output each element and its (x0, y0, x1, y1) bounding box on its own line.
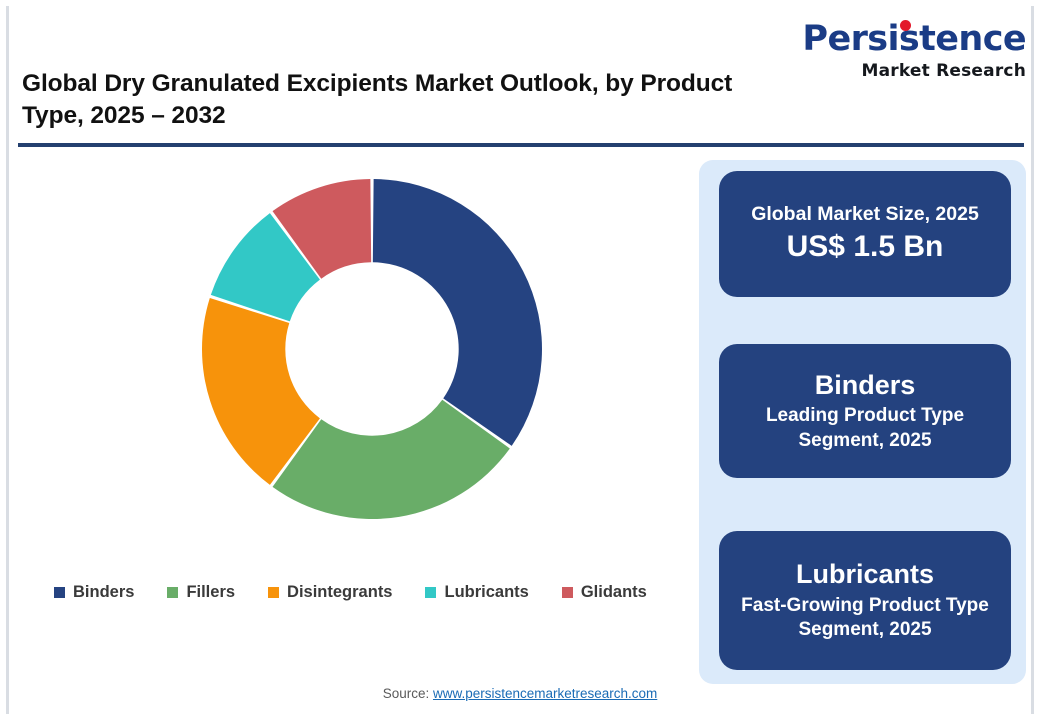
market-size-caption: Global Market Size, 2025 (751, 202, 979, 225)
legend-item-fillers[interactable]: Fillers (167, 583, 235, 602)
title-divider (18, 143, 1024, 147)
legend-swatch-icon (561, 587, 573, 598)
legend-item-binders[interactable]: Binders (54, 583, 134, 602)
frame-right-border (1031, 6, 1034, 714)
legend-label: Binders (73, 583, 135, 601)
legend-swatch-icon (268, 587, 280, 598)
logo-accent-dot-icon (900, 20, 912, 31)
highlight-card-market-size: Global Market Size, 2025 US$ 1.5 Bn (719, 171, 1011, 297)
market-size-value: US$ 1.5 Bn (786, 229, 944, 263)
chart-legend: Binders Fillers Disintegrants Lubricants… (54, 583, 647, 602)
donut-chart (186, 163, 558, 535)
fastest-segment-label: Fast-Growing Product Type Segment, 2025 (741, 594, 1000, 641)
leading-segment-label: Leading Product Type Segment, 2025 (765, 405, 970, 451)
frame-left-border (6, 6, 9, 714)
donut-slice-binders[interactable] (372, 179, 542, 446)
legend-item-lubricants[interactable]: Lubricants (425, 583, 529, 602)
highlight-card-leading-segment: Binders Leading Product Type Segment, 20… (719, 344, 1011, 478)
donut-slice-disintegrants[interactable] (201, 298, 320, 485)
highlights-panel: Global Market Size, 2025 US$ 1.5 Bn Bind… (699, 160, 1026, 684)
legend-swatch-icon (54, 587, 65, 598)
legend-label: Glidants (580, 583, 647, 601)
page-title: Global Dry Granulated Excipients Market … (22, 70, 733, 130)
donut-slice-fillers[interactable] (272, 399, 510, 519)
logo-tagline: Market Research (861, 61, 1026, 81)
fastest-segment-name: Lubricants (795, 559, 935, 590)
legend-swatch-icon (167, 587, 179, 598)
legend-label: Disintegrants (287, 583, 393, 601)
donut-slice-glidants[interactable] (272, 179, 372, 279)
donut-slice-group (201, 179, 542, 519)
legend-swatch-icon (425, 587, 437, 598)
legend-item-glidants[interactable]: Glidants (561, 583, 647, 602)
highlight-card-fastest-growing-segment: Lubricants Fast-Growing Product Type Seg… (719, 531, 1011, 670)
source-link[interactable]: www.persistencemarketresearch.com (432, 686, 658, 701)
leading-segment-name: Binders (814, 369, 916, 400)
donut-chart-svg (201, 179, 542, 519)
logo-wordmark-text: Persistence (802, 19, 1026, 59)
brand-logo: Persistence Market Research (802, 19, 1027, 81)
donut-slice-lubricants[interactable] (210, 213, 320, 322)
legend-item-disintegrants[interactable]: Disintegrants (268, 583, 392, 602)
source-footer: Source: www.persistencemarketresearch.co… (0, 686, 1040, 701)
logo-wordmark: Persistence (802, 19, 1027, 59)
legend-label: Fillers (186, 583, 236, 601)
source-label: Source: (382, 686, 433, 701)
legend-label: Lubricants (444, 583, 529, 601)
